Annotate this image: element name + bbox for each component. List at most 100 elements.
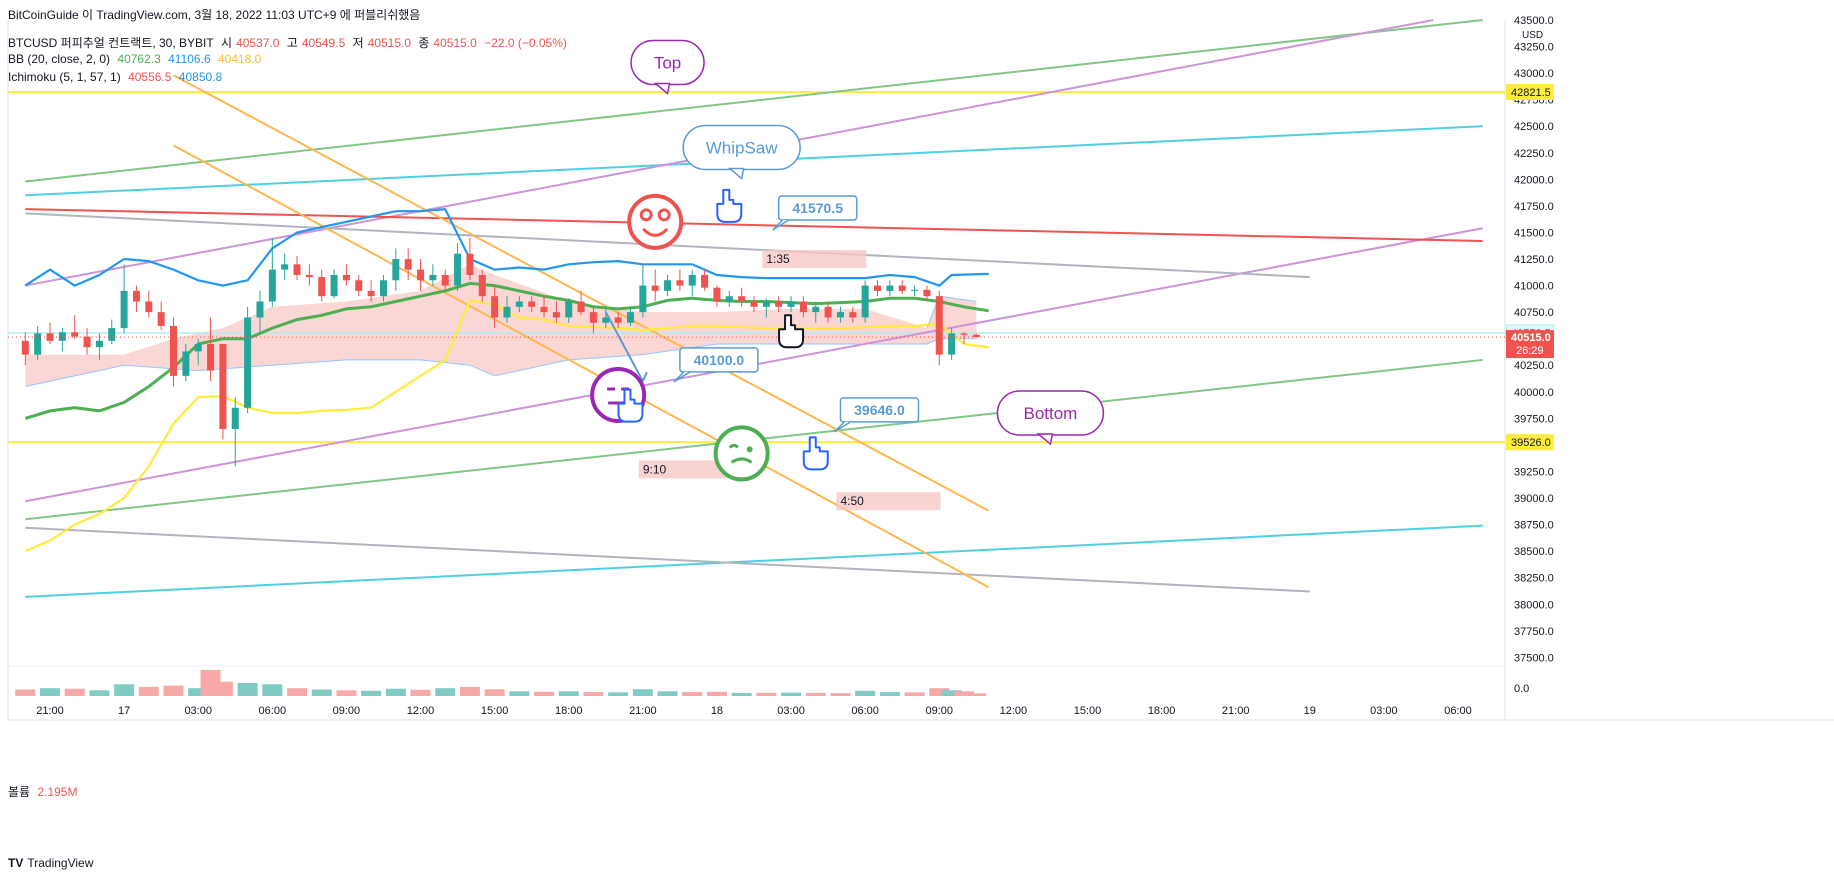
candle-body xyxy=(664,280,672,291)
candle-body xyxy=(145,301,153,313)
time-tick-label: 06:00 xyxy=(259,705,287,717)
callout-whipsaw-tail xyxy=(727,167,745,180)
price-tick-label: 37500.0 xyxy=(1514,652,1554,664)
candle-body xyxy=(342,274,350,281)
pointing-hand-icon-4 xyxy=(778,314,805,349)
price-tick-label: 42250.0 xyxy=(1514,148,1554,160)
candle-body xyxy=(454,253,462,286)
trendline-grey-lower xyxy=(25,526,1310,593)
last-price-label: 40515.0 xyxy=(1511,332,1551,344)
sleepy-face-icon-outline xyxy=(713,425,770,482)
volume-bar xyxy=(941,690,962,696)
label-41570-pointer xyxy=(772,219,790,231)
candle-body xyxy=(231,407,239,429)
candle-body xyxy=(836,312,844,318)
time-tick-label: 12:00 xyxy=(407,705,435,717)
time-tick-label: 03:00 xyxy=(777,705,805,717)
time-tick-label: 15:00 xyxy=(481,705,509,717)
candle-body xyxy=(775,301,783,307)
candle-body xyxy=(799,301,807,313)
candle-body xyxy=(318,277,326,297)
volume-bar xyxy=(953,691,974,696)
ichimoku-legend[interactable]: Ichimoku (5, 1, 57, 1) 40556.5 40850.8 xyxy=(8,70,226,84)
price-tick-label: 39000.0 xyxy=(1514,493,1554,505)
volume-bar xyxy=(188,688,209,696)
volume-value: 2.195M xyxy=(37,785,78,799)
candle-body xyxy=(651,285,659,291)
trendline-orange-lower xyxy=(173,144,990,589)
volume-bar xyxy=(534,691,555,696)
last-price-tag xyxy=(1506,330,1554,359)
eye-right-icon xyxy=(657,208,671,222)
callout-bottom: Bottom xyxy=(1023,404,1077,423)
time-tick-label: 17 xyxy=(118,705,130,717)
callout-bottom-tail xyxy=(1036,433,1054,446)
candle-body xyxy=(750,301,758,307)
candle-body xyxy=(108,328,116,341)
price-tick-label: 42500.0 xyxy=(1514,121,1554,133)
ohlc-open: 40537.0 xyxy=(236,36,280,50)
trendline-green-upper xyxy=(25,19,1483,183)
candle-body xyxy=(256,301,264,318)
price-tick-label: 43500.0 xyxy=(1514,15,1554,27)
candle-body xyxy=(861,285,869,318)
arrow-line xyxy=(604,311,644,382)
ichimoku-label: Ichimoku (5, 1, 57, 1) xyxy=(8,70,121,84)
candle-body xyxy=(21,340,29,355)
duration-9-10: 9:10 xyxy=(643,462,667,476)
symbol-legend[interactable]: BTCUSD 퍼피추얼 컨트랙트, 30, BYBIT 시 40537.0 고 40… xyxy=(8,34,571,51)
candle-body xyxy=(244,317,252,408)
time-tick-label: 21:00 xyxy=(629,705,657,717)
volume-legend[interactable]: 볼륨 2.195M xyxy=(8,783,81,800)
price-tick-label: 40250.0 xyxy=(1514,360,1554,372)
volume-bar xyxy=(608,692,629,696)
candle-body xyxy=(812,306,820,313)
volume-bar xyxy=(879,692,900,696)
label-40100: 40100.0 xyxy=(694,352,745,368)
time-tick-label: 03:00 xyxy=(1370,705,1398,717)
time-tick-label: 18 xyxy=(711,705,723,717)
candle-body xyxy=(565,301,573,318)
volume-bar xyxy=(459,686,480,696)
candle-body xyxy=(132,290,140,302)
ohlc-high-label: 고 xyxy=(286,36,298,50)
volume-label: 볼륨 xyxy=(8,785,31,799)
candle-body xyxy=(849,312,857,318)
volume-bar xyxy=(385,688,406,696)
volume-bar xyxy=(89,690,110,696)
candle-body xyxy=(330,274,338,297)
candle-body xyxy=(626,312,634,323)
bb-basis-value: 40762.3 xyxy=(117,52,161,66)
volume-bar xyxy=(558,691,579,696)
volume-bar xyxy=(212,681,233,696)
volume-bar xyxy=(966,693,987,696)
label-39646-box xyxy=(839,397,920,423)
tradingview-brand: TradingView xyxy=(27,856,94,870)
duration-4-50-box xyxy=(836,492,941,511)
volume-bar xyxy=(706,691,727,696)
candle-body xyxy=(170,325,178,376)
smiley-face-icon-outline xyxy=(627,193,684,250)
candle-body xyxy=(491,296,499,318)
volume-bar xyxy=(15,689,36,696)
time-tick-label: 21:00 xyxy=(36,705,64,717)
candle-body xyxy=(293,264,301,275)
callout-top-tail xyxy=(653,82,671,95)
candle-body xyxy=(676,280,684,286)
tradingview-watermark[interactable]: TV TradingView xyxy=(8,856,93,870)
bar-countdown-label: 26:29 xyxy=(1516,345,1544,357)
ohlc-low: 40515.0 xyxy=(367,36,412,50)
candle-body xyxy=(738,296,746,302)
volume-bar xyxy=(163,685,184,696)
time-tick-label: 03:00 xyxy=(184,705,212,717)
smiley-face-icon xyxy=(627,193,684,250)
candle-body xyxy=(935,296,943,355)
horizontal-level-label: 42821.5 xyxy=(1511,87,1551,99)
bb-legend[interactable]: BB (20, close, 2, 0) 40762.3 41106.6 404… xyxy=(8,52,265,66)
candle-body xyxy=(886,285,894,291)
candle-body xyxy=(725,296,733,302)
candle-body xyxy=(614,317,622,323)
volume-bar xyxy=(361,690,382,696)
candle-body xyxy=(602,317,610,323)
